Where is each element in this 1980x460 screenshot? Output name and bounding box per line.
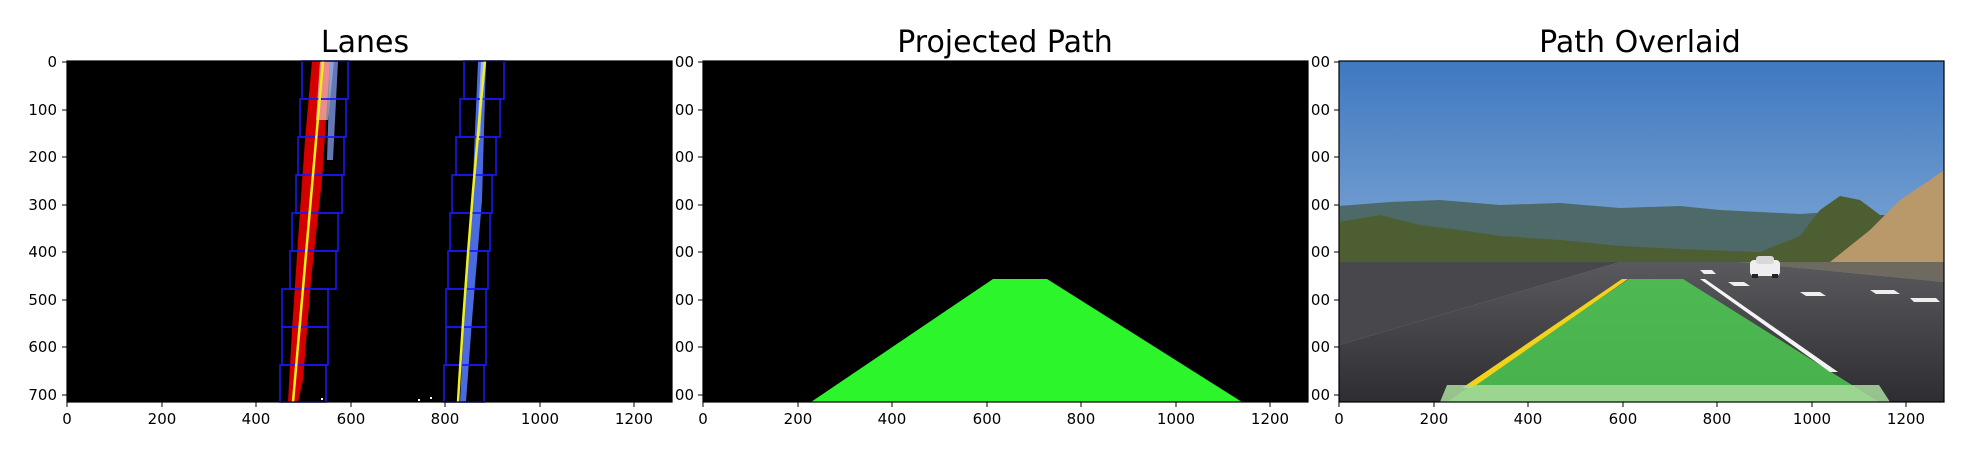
y-axis: 00 00 00 00 00 00 00 00: [675, 53, 703, 404]
y-tick-label: 00: [675, 338, 694, 356]
right-fit-line: [456, 60, 487, 403]
panel-lanes: Lanes: [28, 25, 673, 428]
x-axis: 0 200 400 600 800 1000 1200: [62, 402, 653, 428]
y-tick-label: 00: [675, 53, 694, 71]
x-tick-label: 800: [1703, 410, 1732, 428]
y-tick-label: 600: [28, 338, 57, 356]
x-tick-label: 0: [62, 410, 72, 428]
yellow-lane-line: [1462, 279, 1628, 388]
left-fit-line: [291, 60, 325, 403]
stray-pixels: [321, 397, 432, 401]
x-tick-label: 600: [973, 410, 1002, 428]
y-tick-label: 700: [28, 386, 57, 404]
white-lane-line: [1700, 279, 1838, 372]
y-axis: 0 100 200 300 400 500 600 700: [28, 53, 67, 404]
y-tick-label: 00: [675, 386, 694, 404]
tree-line: [1339, 196, 1944, 262]
foreground-hood: [1440, 385, 1890, 402]
x-tick-label: 1200: [1887, 410, 1925, 428]
x-tick-label: 800: [1067, 410, 1096, 428]
x-tick-label: 0: [1334, 410, 1344, 428]
y-tick-label: 00: [675, 148, 694, 166]
lanes-image-background: [67, 61, 672, 402]
panel-title: Lanes: [321, 25, 409, 60]
y-tick-label: 00: [1311, 148, 1330, 166]
y-tick-label: 00: [1311, 386, 1330, 404]
y-tick-label: 00: [675, 196, 694, 214]
x-tick-label: 400: [1514, 410, 1543, 428]
y-tick-label: 00: [1311, 291, 1330, 309]
x-tick-label: 1200: [615, 410, 653, 428]
panel-title: Projected Path: [897, 25, 1113, 60]
y-tick-label: 0: [47, 53, 57, 71]
x-tick-label: 600: [1609, 410, 1638, 428]
x-tick-label: 800: [431, 410, 460, 428]
x-tick-label: 200: [148, 410, 177, 428]
panel-title: Path Overlaid: [1539, 25, 1741, 60]
y-tick-label: 00: [675, 101, 694, 119]
y-tick-label: 00: [675, 243, 694, 261]
y-tick-label: 00: [675, 291, 694, 309]
panel-path-overlaid: Path Overlaid: [1311, 25, 1945, 428]
y-tick-label: 00: [1311, 196, 1330, 214]
axes-frame: [702, 60, 1309, 403]
x-tick-label: 1000: [521, 410, 559, 428]
x-tick-label: 1200: [1251, 410, 1289, 428]
axes-frame: [66, 60, 673, 403]
y-tick-label: 100: [28, 101, 57, 119]
x-tick-label: 600: [337, 410, 366, 428]
y-tick-label: 500: [28, 291, 57, 309]
y-tick-label: 200: [28, 148, 57, 166]
axes-frame: [1338, 60, 1945, 403]
x-axis: 0 200 400 600 800 1000 1200: [698, 402, 1289, 428]
white-car: [1750, 256, 1780, 278]
x-tick-label: 200: [784, 410, 813, 428]
lane-dashes: [1700, 270, 1940, 302]
x-tick-label: 200: [1420, 410, 1449, 428]
road-photo: [1339, 61, 1944, 402]
left-lane-windows: [279, 60, 349, 403]
right-shoulder: [1740, 262, 1944, 282]
y-tick-label: 00: [1311, 338, 1330, 356]
x-axis: 0 200 400 600 800 1000 1200: [1334, 402, 1925, 428]
y-tick-label: 300: [28, 196, 57, 214]
y-tick-label: 00: [1311, 53, 1330, 71]
y-tick-label: 00: [1311, 243, 1330, 261]
x-tick-label: 1000: [1157, 410, 1195, 428]
overlay-path-polygon: [1447, 279, 1879, 402]
y-tick-label: 400: [28, 243, 57, 261]
x-tick-label: 400: [242, 410, 271, 428]
y-tick-label: 00: [1311, 101, 1330, 119]
projected-path-polygon: [811, 279, 1242, 402]
panel-projected-path: Projected Path 0 200 400 600 800 1000 12…: [675, 25, 1309, 428]
y-axis: 00 00 00 00 00 00 00 00: [1311, 53, 1339, 404]
x-tick-label: 400: [878, 410, 907, 428]
x-tick-label: 0: [698, 410, 708, 428]
x-tick-label: 1000: [1793, 410, 1831, 428]
